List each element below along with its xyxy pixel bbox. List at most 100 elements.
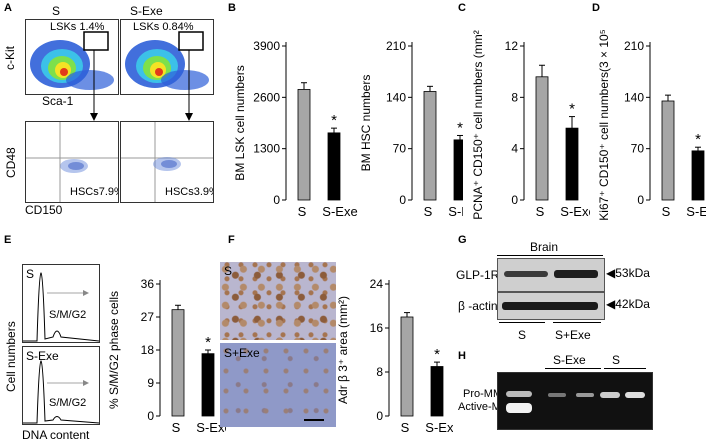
bar-s-exe <box>201 353 215 417</box>
x-tick-label: S-Exe <box>425 420 453 435</box>
x-tick-label: S-Exe <box>196 420 226 435</box>
bar-s <box>400 316 414 417</box>
panel-letter-f: F <box>228 234 235 246</box>
y-tick-label: 0 <box>399 193 406 207</box>
brain-label: Brain <box>530 240 559 254</box>
y-tick-label: 8 <box>376 365 383 379</box>
bar-s-exe <box>430 366 444 417</box>
x-tick-label: S <box>662 204 671 219</box>
y-tick-label: 12 <box>505 39 519 53</box>
scale-bar <box>304 419 324 421</box>
zymo-s-band-1 <box>600 392 620 398</box>
significance-star: * <box>569 101 575 118</box>
gating-arrows <box>90 50 193 121</box>
micrograph-s-label: S <box>224 264 233 278</box>
histogram-s-trace <box>23 272 99 342</box>
y-tick-label: 8 <box>511 90 518 104</box>
x-tick-label: S-Exe <box>560 204 590 219</box>
glp1r-blot <box>497 258 605 292</box>
zymo-sexe-band-2 <box>576 393 594 397</box>
zymo-sexe-label: S-Exe <box>553 353 586 367</box>
y-tick-label: 70 <box>631 142 645 156</box>
zymo-ladder-active-band <box>506 403 532 413</box>
zymo-s-line <box>604 368 646 369</box>
micrograph-sexe-label: S+Exe <box>224 346 260 360</box>
x-tick-label: S <box>401 420 410 435</box>
zymogram <box>497 372 653 430</box>
bar-s-exe <box>691 150 705 201</box>
significance-star: * <box>457 119 463 136</box>
y-tick-label: 210 <box>624 39 644 53</box>
chart-b1: BM LSK cell numbers 0 1300 2600 3900 S S-Exe * <box>233 39 358 219</box>
bar-s <box>171 309 185 417</box>
smg2-label-s: S/M/G2 <box>49 309 87 321</box>
actin-blot <box>497 292 605 320</box>
panel-letter-g: G <box>458 234 467 246</box>
sexe-bracket-line <box>553 322 601 323</box>
x-tick-label: S <box>424 204 433 219</box>
zymo-sexe-band-1 <box>548 393 566 397</box>
flow-title-sexe: S-Exe <box>130 4 163 18</box>
y-tick-label: 210 <box>386 39 406 53</box>
y-tick-label: 9 <box>147 376 154 390</box>
y-tick-label: 3900 <box>253 39 280 53</box>
x-tick-label: S <box>298 204 307 219</box>
chart-f: Adr β 3⁺ area (mm²) 0 8 16 24 S S-Exe * <box>336 277 453 435</box>
zymo-ladder-pro-band <box>506 391 532 397</box>
y-tick-label: 4 <box>511 142 518 156</box>
panel-letter-b: B <box>228 2 236 14</box>
bar-s <box>423 91 437 201</box>
glp1r-label: GLP-1R <box>456 268 500 282</box>
glp1r-band-sexe <box>554 270 598 278</box>
y-axis-label: BM LSK cell numbers <box>233 65 247 180</box>
scatter-plot-s <box>26 122 118 202</box>
zymo-sexe-line <box>545 368 601 369</box>
chart-b2: BM HSC numbers 0 70 140 210 S S-Exe * <box>359 39 463 219</box>
flow-plot-s-bottom: HSCs7.9% <box>25 121 119 203</box>
histogram-sexe-trace <box>23 360 99 424</box>
significance-star: * <box>331 112 337 129</box>
chart-e: % S/M/G2 phase cells 0 9 18 27 36 S S-Exe * <box>107 277 226 435</box>
x-tick-label: S-Exe <box>686 204 706 219</box>
kda53-label: ◀53kDa <box>606 266 650 280</box>
kda42-label: ◀42kDa <box>606 297 650 311</box>
brain-bracket-line <box>497 255 603 256</box>
x-tick-label: S <box>172 420 181 435</box>
scatter-plot-sexe <box>121 122 213 202</box>
density-plot-s <box>30 31 114 90</box>
y-tick-label: 36 <box>141 277 155 291</box>
histogram-sexe-label: S-Exe <box>26 349 59 363</box>
blot-s-label: S <box>518 328 527 342</box>
flow-plot-sexe-bottom: HSCs3.9% <box>120 121 214 203</box>
y-tick-label: 140 <box>624 90 644 104</box>
y-axis-label: PCNA⁺ CD150⁺ cell numbers (mm²) <box>471 30 485 220</box>
flow-plot-s-top: LSKs 1.4% <box>25 19 119 95</box>
histogram-s-label: S <box>26 267 35 281</box>
bar-s-exe <box>453 139 463 201</box>
significance-star: * <box>205 334 211 351</box>
y-tick-label: 24 <box>370 277 384 291</box>
glp1r-band-s <box>504 271 548 277</box>
y-tick-label: 70 <box>393 142 407 156</box>
y-axis-label: Ki67⁺ CD150⁺ cell numbers(3 × 10⁵) <box>597 30 611 221</box>
flow-title-s: S <box>52 4 61 18</box>
y-tick-label: 18 <box>141 343 155 357</box>
y-tick-label: 16 <box>370 321 384 335</box>
micrograph-s: S <box>220 262 336 340</box>
actin-band <box>502 302 598 310</box>
bar-s-exe <box>327 132 341 201</box>
panel-letter-d: D <box>592 2 600 14</box>
y-axis-label: Adr β 3⁺ area (mm²) <box>336 296 350 404</box>
y-tick-label: 1300 <box>253 142 280 156</box>
blot-sexe-label: S+Exe <box>555 328 591 342</box>
significance-star: * <box>695 131 701 148</box>
x-tick-label: S-Exe <box>322 204 357 219</box>
significance-star: * <box>434 346 440 363</box>
lsk-label-s: LSKs 1.4% <box>50 21 105 33</box>
lsk-label-sexe: LSKs 0.84% <box>133 21 194 33</box>
bar-s <box>661 100 675 201</box>
chart-d: Ki67⁺ CD150⁺ cell numbers(3 × 10⁵) 0 70 140… <box>597 30 706 221</box>
micrograph-sexe: S+Exe <box>220 343 336 427</box>
panel-letter-a: A <box>4 2 12 14</box>
x-tick-label: S-Exe <box>448 204 463 219</box>
